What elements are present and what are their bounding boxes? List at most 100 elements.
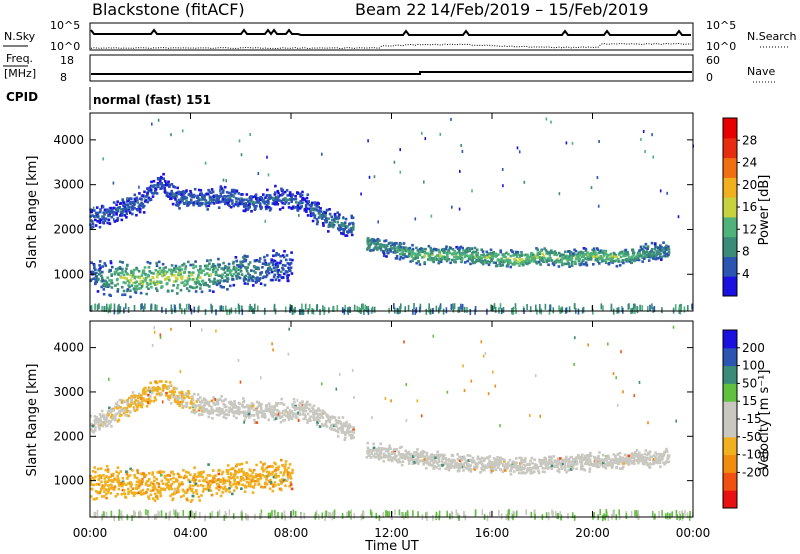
data-cell (545, 259, 548, 262)
data-cell (176, 486, 180, 490)
data-cell (243, 209, 247, 213)
data-cell (131, 204, 135, 208)
data-cell (328, 221, 332, 225)
data-cell (219, 285, 223, 288)
data-cell (268, 266, 272, 269)
data-cell (234, 410, 237, 414)
data-cell (468, 249, 471, 253)
data-cell (618, 264, 622, 267)
data-cell (195, 410, 198, 414)
data-cell (659, 252, 662, 256)
data-cell (149, 493, 153, 497)
data-cell (343, 431, 346, 434)
data-cell (280, 411, 284, 415)
data-cell (240, 200, 244, 204)
data-cell (179, 393, 182, 396)
data-cell (139, 286, 143, 290)
data-cell (212, 409, 216, 413)
data-cell (123, 214, 127, 217)
data-cell (565, 455, 568, 459)
data-cell (180, 397, 184, 400)
data-cell (136, 201, 140, 204)
data-cell (113, 218, 115, 222)
data-cell (132, 281, 135, 285)
data-cell (223, 413, 226, 416)
data-cell (226, 268, 230, 272)
data-cell (281, 206, 285, 209)
data-cell (271, 261, 274, 264)
data-cell (417, 250, 421, 254)
data-cell (331, 428, 335, 431)
data-cell (130, 394, 133, 398)
data-cell (108, 222, 112, 226)
data-cell (480, 461, 483, 465)
data-cell (398, 249, 402, 252)
data-cell (311, 219, 315, 223)
data-cell (275, 195, 278, 199)
data-cell (168, 394, 172, 397)
data-cell (663, 251, 666, 254)
data-cell (212, 480, 215, 483)
data-cell (273, 259, 277, 263)
data-cell (170, 183, 174, 186)
data-cell (271, 405, 274, 409)
data-cell (208, 262, 211, 265)
data-cell (244, 277, 248, 281)
data-cell (644, 246, 647, 250)
data-cell (128, 206, 131, 209)
data-cell (94, 278, 98, 281)
data-cell (90, 428, 93, 431)
data-cell (274, 198, 278, 201)
data-cell (172, 393, 176, 397)
data-cell (276, 402, 280, 405)
data-cell (119, 201, 123, 205)
data-cell (477, 457, 480, 461)
data-cell (125, 212, 128, 215)
data-cell (453, 459, 456, 463)
data-cell (567, 469, 570, 472)
data-cell (195, 475, 199, 479)
data-cell (316, 415, 320, 418)
data-cell (460, 303, 462, 310)
data-cell (284, 270, 288, 273)
data-cell (271, 471, 274, 474)
data-cell (184, 491, 187, 495)
data-cell (280, 270, 283, 274)
data-cell (112, 206, 116, 210)
data-cell (140, 201, 143, 205)
data-cell (237, 412, 241, 416)
data-cell (269, 278, 273, 282)
data-cell (559, 457, 562, 460)
data-cell (222, 285, 225, 289)
freq-tick-high: 18 (60, 54, 74, 67)
data-cell (258, 472, 262, 476)
data-cell (215, 309, 217, 316)
data-cell (403, 456, 406, 460)
data-cell (298, 404, 301, 407)
data-cell (274, 472, 278, 476)
data-cell (227, 262, 231, 266)
data-cell (186, 488, 189, 492)
data-cell (322, 224, 325, 227)
data-cell (271, 259, 275, 262)
data-cell (180, 193, 183, 196)
data-cell (414, 217, 417, 221)
data-cell (106, 470, 110, 473)
data-cell (489, 468, 493, 471)
data-cell (255, 463, 258, 467)
data-cell (102, 417, 106, 421)
data-cell (225, 405, 228, 409)
data-cell (199, 193, 202, 196)
data-cell (278, 412, 281, 415)
data-cell (263, 462, 267, 465)
data-cell (538, 260, 541, 264)
data-cell (526, 304, 528, 310)
data-cell (181, 129, 184, 133)
data-cell (151, 473, 154, 476)
data-cell (364, 304, 366, 311)
data-cell (252, 485, 255, 489)
data-cell (318, 412, 322, 416)
data-cell (352, 436, 355, 439)
data-cell (100, 280, 103, 283)
data-cell (107, 489, 111, 492)
